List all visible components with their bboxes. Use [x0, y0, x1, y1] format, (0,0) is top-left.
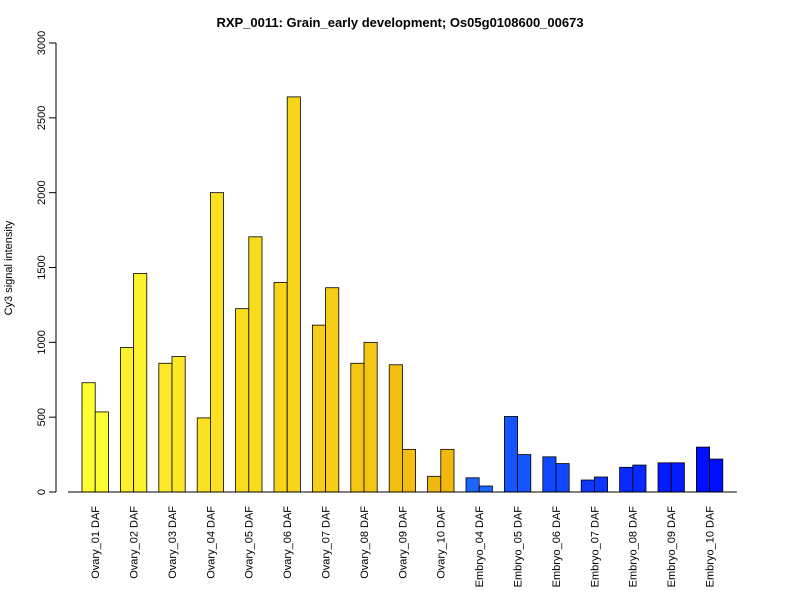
x-tick-label: Ovary_06 DAF	[282, 506, 294, 579]
bar	[286, 96, 301, 493]
y-tick-label: 3000	[36, 31, 48, 55]
x-tick-label: Embryo_08 DAF	[628, 506, 640, 588]
x-tick-label: Embryo_07 DAF	[589, 506, 601, 588]
bar	[133, 273, 148, 493]
x-tick-label: Ovary_03 DAF	[167, 506, 179, 579]
bar	[465, 477, 480, 493]
chart-title: RXP_0011: Grain_early development; Os05g…	[216, 15, 583, 30]
bar	[709, 458, 724, 493]
x-tick-label: Embryo_06 DAF	[551, 506, 563, 588]
bar	[657, 462, 672, 493]
x-tick-label: Embryo_04 DAF	[474, 506, 486, 588]
y-tick-label: 1000	[36, 330, 48, 354]
bar	[619, 466, 634, 493]
x-tick-labels: Ovary_01 DAF Ovary_02 DAF Ovary_03 DAF Ovar…	[90, 506, 716, 588]
bar	[427, 475, 442, 493]
y-tick-label: 2500	[36, 106, 48, 130]
y-tick-label: 500	[36, 408, 48, 426]
y-axis-label: Cy3 signal intensity	[3, 220, 15, 315]
bar	[273, 282, 288, 493]
bar	[401, 448, 416, 493]
y-tick-label: 0	[36, 489, 48, 495]
bars-group	[81, 96, 724, 493]
bar	[580, 479, 595, 493]
bar	[158, 362, 173, 493]
bar	[94, 411, 109, 493]
bar	[350, 362, 365, 493]
bar	[235, 308, 250, 493]
x-tick-label: Ovary_08 DAF	[359, 506, 371, 579]
bar	[311, 324, 326, 493]
x-tick-label: Ovary_09 DAF	[397, 506, 409, 579]
bar	[594, 476, 609, 493]
bar	[196, 417, 211, 493]
bar	[542, 456, 557, 493]
y-tick-label: 2000	[36, 180, 48, 204]
bar	[120, 347, 135, 493]
bar	[503, 416, 518, 493]
bar	[363, 341, 378, 493]
x-tick-label: Embryo_05 DAF	[512, 506, 524, 588]
bar	[517, 454, 532, 493]
x-tick-label: Ovary_05 DAF	[244, 506, 256, 579]
bar	[555, 463, 570, 493]
bar	[171, 356, 186, 493]
bar	[209, 192, 224, 493]
y-axis: 0 500 1000 1500 2000 2500 3000	[36, 31, 57, 495]
x-tick-label: Ovary_10 DAF	[436, 506, 448, 579]
x-tick-label: Embryo_09 DAF	[666, 506, 678, 588]
x-tick-label: Ovary_01 DAF	[90, 506, 102, 579]
x-tick-label: Embryo_10 DAF	[704, 506, 716, 588]
bar	[248, 236, 263, 493]
x-tick-label: Ovary_07 DAF	[320, 506, 332, 579]
y-tick-label: 1500	[36, 255, 48, 279]
x-tick-label: Ovary_02 DAF	[128, 506, 140, 579]
bar	[81, 382, 96, 493]
bar	[478, 485, 493, 493]
bar	[440, 448, 455, 493]
bar	[696, 446, 711, 493]
bar	[670, 462, 685, 493]
bar	[632, 464, 647, 493]
bar	[388, 364, 403, 493]
bar	[325, 287, 340, 493]
x-tick-label: Ovary_04 DAF	[205, 506, 217, 579]
